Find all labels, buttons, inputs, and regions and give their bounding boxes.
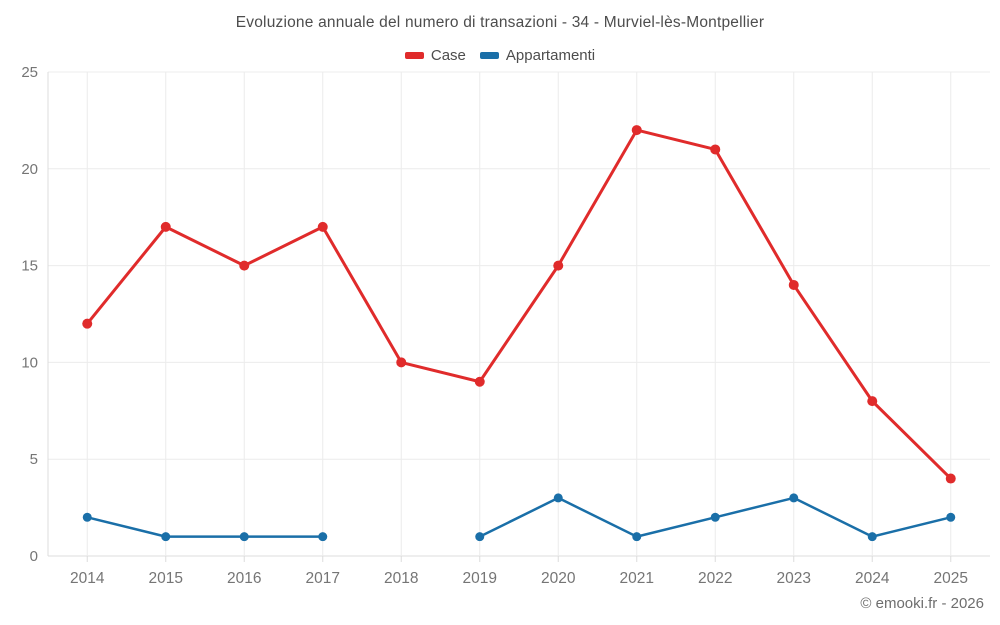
legend-item-appartamenti[interactable]: Appartamenti	[479, 47, 596, 64]
chart-credit: © emooki.fr - 2026	[860, 595, 984, 612]
svg-text:2025: 2025	[934, 570, 968, 587]
legend-item-case[interactable]: Case	[404, 47, 466, 64]
svg-text:2014: 2014	[70, 570, 105, 587]
svg-text:2015: 2015	[149, 570, 183, 587]
svg-text:2017: 2017	[306, 570, 340, 587]
svg-text:10: 10	[21, 354, 38, 371]
svg-text:2018: 2018	[384, 570, 418, 587]
svg-text:15: 15	[21, 258, 38, 275]
svg-text:2021: 2021	[620, 570, 654, 587]
svg-text:2023: 2023	[777, 570, 811, 587]
case-series-marker-icon	[404, 52, 424, 59]
svg-text:0: 0	[30, 548, 38, 565]
chart-legend: Case Appartamenti	[0, 47, 1000, 64]
svg-text:2016: 2016	[227, 570, 261, 587]
legend-label-case: Case	[430, 47, 466, 64]
svg-text:2019: 2019	[463, 570, 497, 587]
legend-label-appartamenti: Appartamenti	[505, 47, 596, 64]
svg-text:5: 5	[30, 451, 38, 468]
svg-text:20: 20	[21, 161, 38, 178]
svg-text:2024: 2024	[855, 570, 890, 587]
appartamenti-series-marker-icon	[479, 52, 499, 59]
svg-text:2020: 2020	[541, 570, 576, 587]
chart-title: Evoluzione annuale del numero di transaz…	[235, 14, 765, 31]
svg-text:25: 25	[21, 64, 38, 81]
svg-text:2022: 2022	[698, 570, 732, 587]
